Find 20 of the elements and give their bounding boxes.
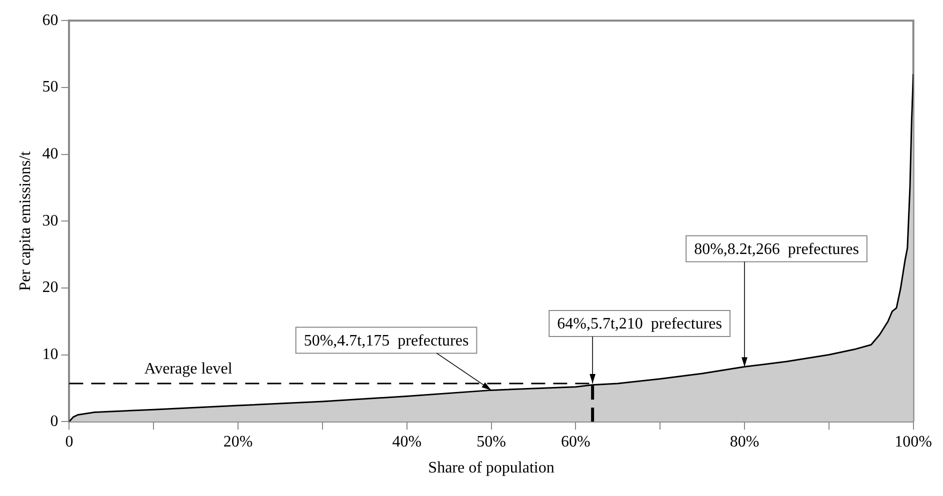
ref-line-label: Average level (144, 360, 233, 378)
y-tick-label: 10 (42, 346, 58, 363)
x-tick-label: 60% (561, 433, 590, 450)
x-tick-label: 100% (894, 433, 932, 450)
annotation: 80%,8.2t,266 prefectures (694, 241, 859, 258)
y-axis-title: Per capita emissions/t (16, 150, 34, 291)
x-tick-label: 0 (65, 433, 74, 450)
y-tick-label: 60 (42, 12, 58, 29)
x-axis-title: Share of population (428, 460, 554, 477)
x-tick-label: 20% (223, 433, 253, 450)
x-tick-label: 40% (392, 433, 422, 450)
y-tick-label: 50 (42, 78, 58, 96)
annotation: 64%,5.7t,210 prefectures (557, 316, 722, 333)
y-tick-label: 40 (42, 145, 58, 162)
y-tick-label: 20 (42, 279, 58, 296)
x-tick-label: 50% (476, 433, 506, 450)
y-tick-label: 0 (50, 412, 58, 430)
annotation: 50%,4.7t,175 prefectures (304, 332, 469, 350)
x-tick-label: 80% (730, 433, 760, 450)
y-tick-label: 30 (42, 212, 58, 230)
